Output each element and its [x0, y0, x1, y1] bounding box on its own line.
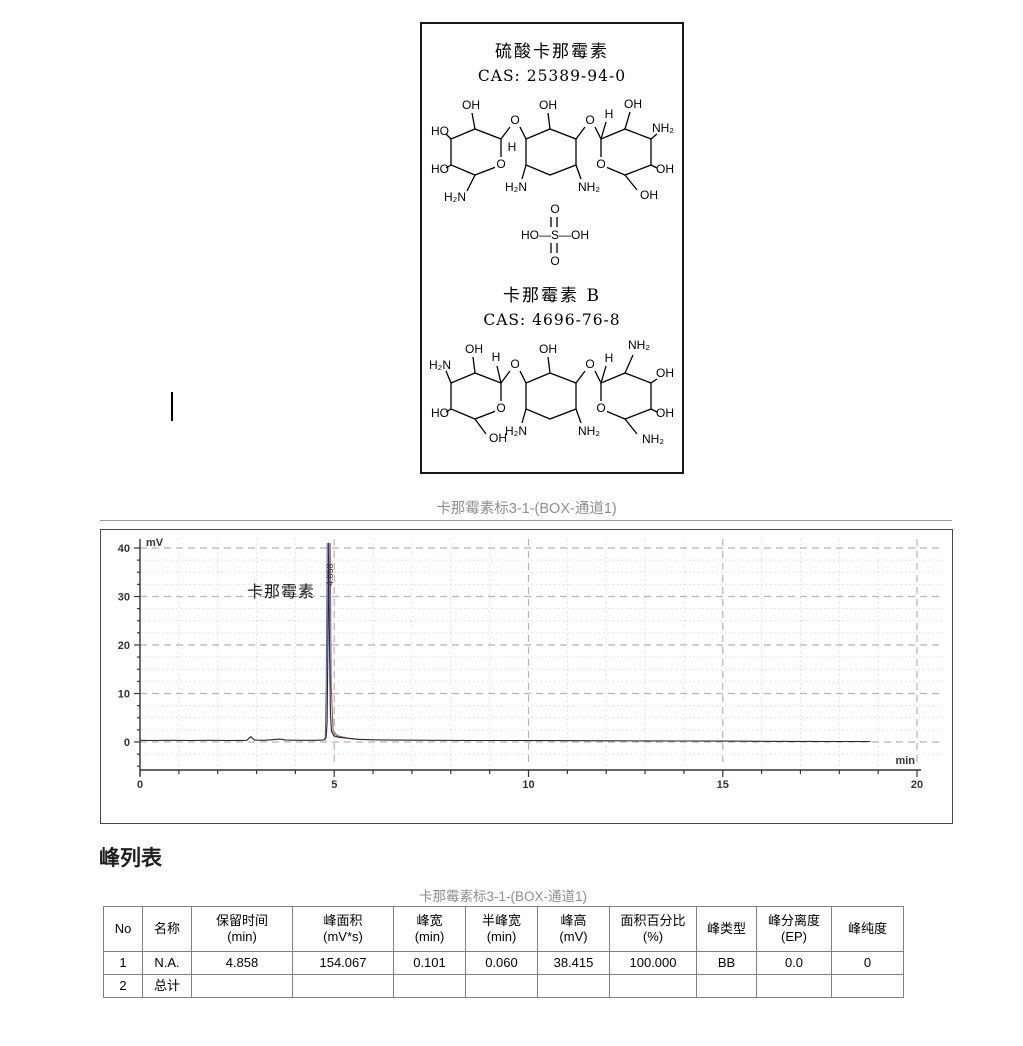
atom-label: HO—S—OH	[521, 228, 589, 242]
peak-table-title: 卡那霉素标3-1-(BOX-通道1)	[418, 889, 587, 904]
atom-label: O	[585, 357, 594, 371]
atom-label: OH	[465, 342, 483, 356]
atom-label: H	[492, 350, 501, 364]
atom-label: H₂N	[429, 358, 451, 372]
col-header-area: 峰面积 (mV*s)	[292, 906, 394, 952]
atom-label: HO	[431, 406, 449, 420]
atom-label: H	[605, 107, 614, 121]
cell-resolution: 0.0	[756, 951, 832, 975]
chromatogram-title: 卡那霉素标3-1-(BOX-通道1)	[436, 501, 617, 517]
atom-label: OH	[489, 431, 507, 445]
cell-name: N.A.	[142, 951, 192, 975]
svg-text:10: 10	[118, 689, 130, 701]
atom-label: OH	[656, 406, 674, 420]
compound2-name: 卡那霉素 B	[503, 286, 601, 306]
cell-no: 2	[103, 974, 143, 998]
svg-text:10: 10	[522, 779, 534, 791]
cell-area: 154.067	[292, 951, 394, 975]
atom-label: HO	[431, 162, 449, 176]
atom-label: OH	[624, 97, 642, 111]
col-header-name: 名称	[142, 906, 192, 952]
col-header-resolution: 峰分离度 (EP)	[756, 906, 832, 952]
cell-half-width: 0.060	[465, 951, 538, 975]
compound2-cas: CAS: 4696-76-8	[483, 311, 621, 329]
atom-label: O	[496, 401, 505, 415]
atom-label: H₂N	[505, 180, 527, 194]
atom-label: NH₂	[578, 180, 600, 194]
x-axis-unit-label: min	[895, 755, 915, 767]
svg-text:20: 20	[911, 779, 923, 791]
col-header-width: 峰宽 (min)	[393, 906, 466, 952]
y-axis-unit-label: mV	[146, 537, 164, 549]
atom-label: O	[550, 202, 559, 216]
col-header-no: No	[103, 906, 143, 952]
atom-label: HO	[431, 124, 449, 138]
peak-table: No 名称 保留时间 (min) 峰面积 (mV*s) 峰宽 (min) 半峰宽 (mi…	[103, 906, 904, 998]
peak-table-header-row: No 名称 保留时间 (min) 峰面积 (mV*s) 峰宽 (min) 半峰宽 (mi…	[103, 906, 904, 952]
col-header-peak-type: 峰类型	[696, 906, 757, 952]
atom-label: O	[596, 157, 605, 171]
col-header-height: 峰高 (mV)	[537, 906, 610, 952]
atom-label: NH₂	[628, 338, 650, 352]
cell-retention: 4.858	[191, 951, 293, 975]
atom-label: O	[510, 113, 519, 127]
atom-label: OH	[462, 98, 480, 112]
svg-text:40: 40	[118, 543, 130, 555]
svg-text:5: 5	[331, 779, 337, 791]
cell-area-percent: 100.000	[609, 951, 697, 975]
svg-text:20: 20	[118, 640, 130, 652]
atom-label: O	[510, 357, 519, 371]
atom-label: H₂N	[444, 190, 466, 204]
atom-label: NH₂	[652, 121, 674, 135]
atom-label: H	[605, 351, 614, 365]
compound1-name: 硫酸卡那霉素	[495, 42, 609, 62]
kanamycin-sulfate-structure-image: OH HO HO H₂N H O O OH H₂N NH₂ O H OH NH₂…	[431, 97, 674, 268]
svg-text:0: 0	[137, 779, 143, 791]
atom-label: OH	[640, 188, 658, 202]
atom-label: H	[508, 140, 517, 154]
svg-text:15: 15	[717, 779, 729, 791]
table-row-total: 2 总计	[103, 974, 904, 998]
cell-name: 总计	[142, 974, 192, 998]
svg-text:30: 30	[118, 592, 130, 604]
compound1-cas: CAS: 25389-94-0	[477, 67, 627, 85]
peak-apex-retention-label: 4.858	[325, 563, 335, 586]
atom-label: H₂N	[505, 424, 527, 438]
cell-purity: 0	[831, 951, 904, 975]
atom-label: O	[585, 113, 594, 127]
cell-width: 0.101	[393, 951, 466, 975]
chromatogram-plot: 0 10 20 30 40 0 5 10 15 20 mV min 卡那霉素 4.858	[118, 537, 943, 791]
atom-label: O	[550, 254, 559, 268]
kanamycin-b-structure-image: H₂N OH H HO O OH O OH H₂N NH₂ O H NH₂ OH…	[429, 338, 674, 446]
atom-label: OH	[656, 366, 674, 380]
cell-peak-type: BB	[696, 951, 757, 975]
atom-label: OH	[539, 98, 557, 112]
cell-no: 1	[103, 951, 143, 975]
atom-label: NH₂	[578, 424, 600, 438]
svg-text:0: 0	[124, 737, 130, 749]
atom-label: O	[496, 157, 505, 171]
table-row: 1 N.A. 4.858 154.067 0.101 0.060 38.415 …	[103, 951, 904, 975]
atom-label: OH	[539, 342, 557, 356]
text-cursor-artifact	[171, 392, 173, 421]
compound-info-box: 硫酸卡那霉素 CAS: 25389-94-0 OH HO	[420, 22, 684, 474]
col-header-retention: 保留时间 (min)	[191, 906, 293, 952]
col-header-area-percent: 面积百分比 (%)	[609, 906, 697, 952]
atom-label: O	[596, 401, 605, 415]
col-header-purity: 峰纯度	[831, 906, 904, 952]
chromatogram-frame: 0 10 20 30 40 0 5 10 15 20 mV min 卡那霉素 4.858	[100, 529, 953, 824]
atom-label: NH₂	[642, 432, 664, 446]
col-header-half-width: 半峰宽 (min)	[465, 906, 538, 952]
atom-label: OH	[656, 162, 674, 176]
cell-height: 38.415	[537, 951, 610, 975]
chromatogram-title-rule	[100, 520, 952, 521]
peak-annotation-label: 卡那霉素	[247, 582, 315, 601]
peak-list-heading: 峰列表	[99, 847, 162, 870]
